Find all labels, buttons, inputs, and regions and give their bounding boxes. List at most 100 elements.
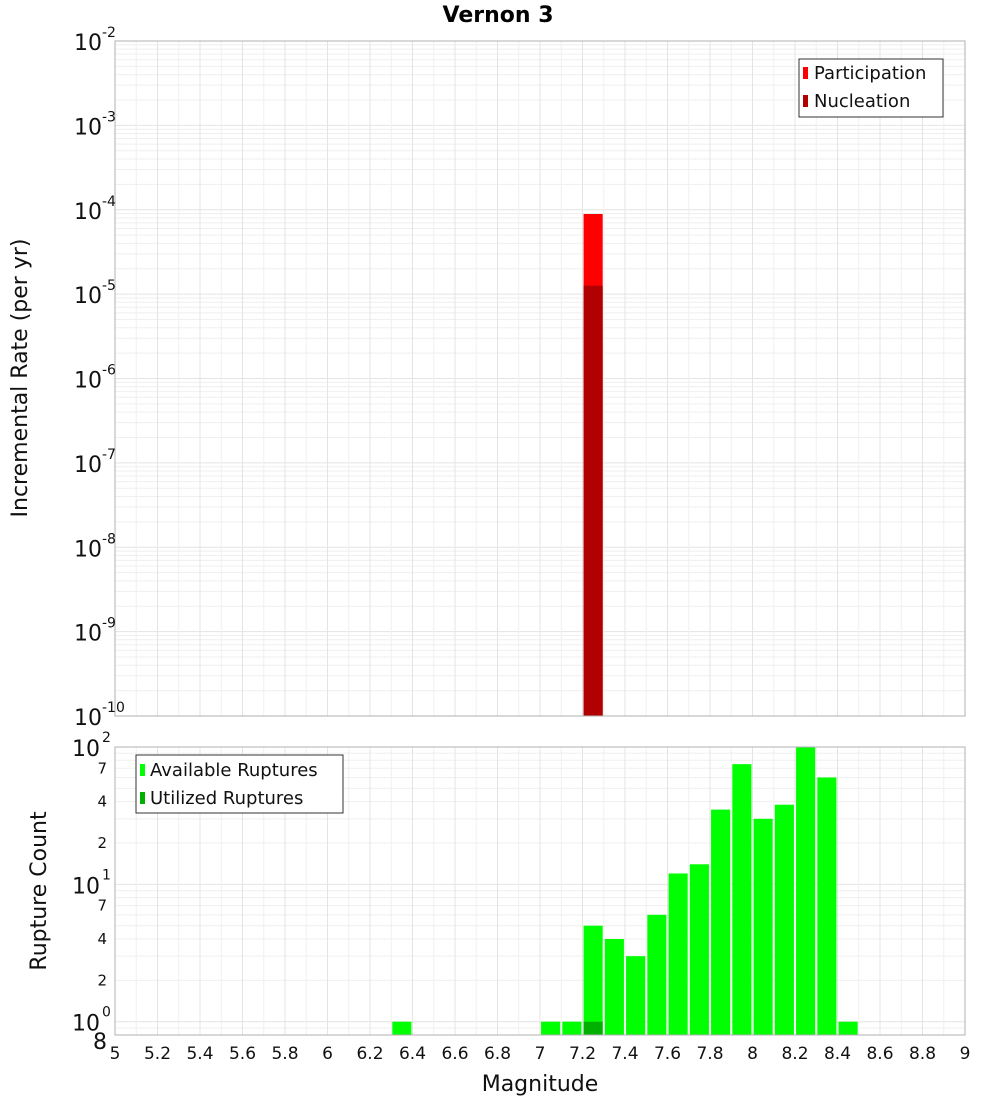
count-y-tick-minor: 2 — [97, 834, 107, 852]
rate-y-tick-exponent: -8 — [102, 531, 116, 547]
count-bar-available-5 — [626, 956, 646, 1035]
magnitude-tick-labels: 5 5.2 5.4 5.6 5.8 6 6.2 6.4 6.6 6.8 7 7.2 7.4 7.6 7.8 8… — [110, 1044, 971, 1064]
rate-y-tick-labels: 10-210-310-410-510-610-710-810-910-10 — [74, 25, 125, 731]
magnitude-tick: 8.6 — [866, 1044, 893, 1064]
magnitude-tick: 7 — [535, 1044, 546, 1064]
rate-y-tick-base: 10 — [74, 200, 102, 225]
magnitude-tick: 6.2 — [356, 1044, 383, 1064]
magnitude-tick: 7.2 — [569, 1044, 596, 1064]
rate-y-tick-exponent: -7 — [102, 447, 116, 463]
chart-title: Vernon 3 — [443, 3, 554, 28]
legend-label-utilized: Utilized Ruptures — [150, 788, 303, 809]
rate-y-axis-title: Incremental Rate (per yr) — [8, 239, 33, 518]
rate-panel: 10-210-310-410-510-610-710-810-910-10 In… — [8, 25, 966, 731]
count-bar-available-10 — [732, 764, 752, 1035]
magnitude-tick: 5.4 — [186, 1044, 213, 1064]
rate-y-tick-base: 10 — [74, 115, 102, 140]
rate-y-tick-exponent: -10 — [102, 700, 125, 716]
count-y-tick-base: 10 — [72, 737, 100, 762]
count-y-tick-exponent: 0 — [102, 1005, 111, 1021]
count-y-tick-major: 10 1 — [72, 867, 111, 899]
rate-y-tick: 10 -8 — [74, 531, 116, 562]
rate-y-tick-exponent: -3 — [102, 109, 116, 125]
count-y-tick-major: 10 2 — [72, 730, 111, 762]
count-bar-available-12 — [774, 804, 794, 1035]
count-y-tick-major: 10 0 — [72, 1005, 111, 1037]
magnitude-tick: 5.6 — [229, 1044, 256, 1064]
legend-swatch-nucleation — [803, 95, 808, 107]
count-y-tick-minor: 2 — [97, 971, 107, 989]
count-plot-border — [114, 746, 966, 1036]
magnitude-tick: 6 — [322, 1044, 333, 1064]
rate-bars — [583, 213, 603, 716]
rate-legend-box — [798, 58, 944, 118]
count-y-tick-minor: 4 — [97, 930, 107, 948]
rate-y-tick-exponent: -5 — [102, 278, 116, 294]
count-bar-available-1 — [541, 1021, 561, 1035]
x-axis-title: Magnitude — [482, 1072, 599, 1097]
count-bar-available-0 — [392, 1021, 412, 1035]
magnitude-tick: 5 — [110, 1044, 121, 1064]
rate-y-tick-exponent: -4 — [102, 194, 116, 210]
magnitude-tick: 5.2 — [144, 1044, 171, 1064]
count-bar-available-9 — [711, 809, 731, 1035]
magnitude-tick: 8.4 — [824, 1044, 851, 1064]
magnitude-tick: 6.6 — [441, 1044, 468, 1064]
count-y-tick-exponent: 1 — [102, 867, 111, 883]
count-legend: Available Ruptures Utilized Ruptures — [135, 754, 344, 814]
rate-y-tick-base: 10 — [74, 453, 102, 478]
count-y-tick-minor: 4 — [97, 793, 107, 811]
legend-label-available: Available Ruptures — [150, 760, 318, 781]
rate-y-tick-base: 10 — [74, 284, 102, 309]
rate-gridlines — [114, 41, 966, 717]
count-bars — [392, 747, 858, 1035]
legend-swatch-utilized — [140, 792, 145, 804]
rate-y-tick: 10 -5 — [74, 278, 116, 309]
rate-y-tick: 10 -2 — [74, 25, 116, 56]
magnitude-tick: 8 — [747, 1044, 758, 1064]
count-bar-utilized-0 — [583, 1021, 603, 1035]
rate-y-tick-base: 10 — [74, 369, 102, 394]
rate-bar-nucleation-0 — [583, 285, 603, 716]
rate-y-tick: 10 -7 — [74, 447, 116, 478]
count-bar-available-11 — [753, 818, 773, 1035]
rate-y-tick: 10 -4 — [74, 194, 116, 225]
rate-y-tick: 10 -6 — [74, 363, 116, 394]
count-bar-available-13 — [796, 747, 816, 1035]
magnitude-tick: 7.4 — [611, 1044, 638, 1064]
magnitude-tick: 8.8 — [909, 1044, 936, 1064]
magnitude-tick: 6.4 — [399, 1044, 426, 1064]
count-bar-available-7 — [668, 873, 688, 1035]
count-y-tick-base: 10 — [72, 874, 100, 899]
count-y-tick-minor: 7 — [97, 897, 107, 915]
magnitude-tick: 6.8 — [484, 1044, 511, 1064]
rate-y-tick-exponent: -9 — [102, 616, 116, 632]
rate-y-tick-base: 10 — [74, 706, 102, 731]
count-bar-available-14 — [817, 777, 837, 1035]
rate-y-tick: 10 -3 — [74, 109, 116, 140]
rate-y-tick-exponent: -2 — [102, 25, 116, 41]
count-bar-available-4 — [604, 939, 624, 1035]
count-bar-available-8 — [689, 864, 709, 1035]
legend-swatch-available — [140, 764, 145, 776]
count-bar-available-6 — [647, 914, 667, 1035]
magnitude-tick: 5.8 — [271, 1044, 298, 1064]
count-y-tick-minor: 7 — [97, 759, 107, 777]
rate-plot-border — [114, 40, 966, 717]
count-y-tick-exponent: 2 — [102, 730, 111, 746]
magnitude-tick: 7.8 — [696, 1044, 723, 1064]
count-bar-available-3 — [583, 925, 603, 1035]
legend-swatch-participation — [803, 67, 808, 79]
magnitude-tick: 9 — [960, 1044, 971, 1064]
magnitude-tick: 8.2 — [781, 1044, 808, 1064]
magnitude-tick: 7.6 — [654, 1044, 681, 1064]
rate-y-tick: 10 -10 — [74, 700, 125, 731]
count-y-axis-title: Rupture Count — [27, 811, 52, 971]
rate-y-tick-base: 10 — [74, 537, 102, 562]
count-bar-available-2 — [562, 1021, 582, 1035]
count-bar-available-15 — [838, 1021, 858, 1035]
rate-legend: Participation Nucleation — [798, 58, 944, 118]
